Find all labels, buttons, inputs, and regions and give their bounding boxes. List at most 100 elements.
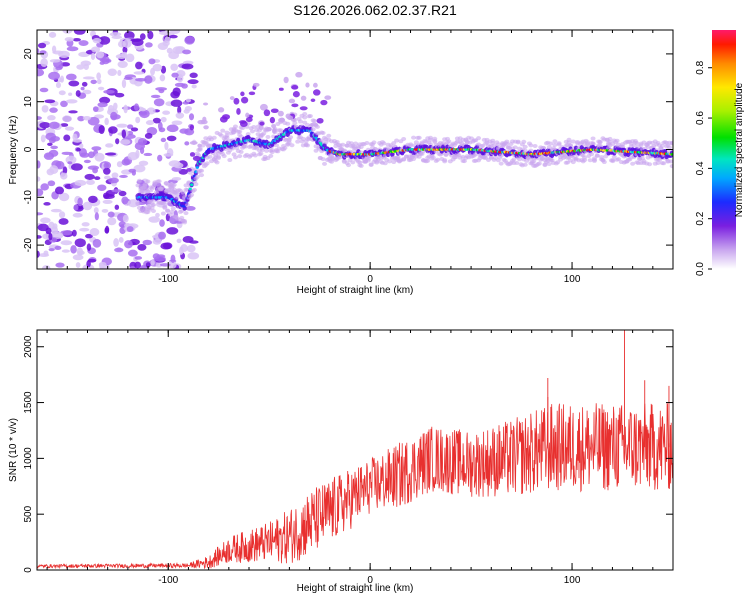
- heatmap-cell: [154, 255, 166, 262]
- heatmap-cell: [381, 141, 387, 146]
- heatmap-cell: [135, 116, 141, 124]
- heatmap-cell: [150, 184, 156, 189]
- heatmap-cell: [152, 63, 163, 72]
- heatmap-cell: [92, 106, 99, 112]
- heatmap-cell: [647, 162, 653, 167]
- heatmap-cell: [476, 136, 482, 141]
- heatmap-cell: [390, 151, 395, 158]
- heatmap-cell: [163, 153, 174, 157]
- heatmap-cell: [552, 142, 558, 147]
- heatmap-cell: [60, 172, 68, 180]
- heatmap-cell: [268, 153, 274, 158]
- heatmap-cell: [214, 160, 220, 165]
- heatmap-cell: [264, 148, 270, 153]
- heatmap-cell: [350, 160, 356, 165]
- heatmap-cell: [58, 64, 64, 69]
- heatmap-cell: [292, 91, 300, 98]
- heatmap-cell: [233, 97, 240, 105]
- heatmap-cell: [278, 117, 286, 123]
- heatmap-cell: [189, 152, 196, 157]
- heatmap-cell: [124, 240, 133, 249]
- heatmap-cell: [144, 132, 153, 139]
- colorbar-axis: 0.0 0.2 0.4 0.6 0.8: [695, 60, 712, 276]
- heatmap-cell: [157, 154, 163, 162]
- heatmap-cell: [189, 192, 195, 197]
- heatmap-cell: [546, 145, 552, 150]
- heatmap-cell: [42, 265, 51, 269]
- heatmap-cell: [548, 141, 554, 146]
- heatmap-cell: [135, 183, 141, 188]
- heatmap-cell: [170, 206, 176, 211]
- heatmap-cell: [48, 248, 55, 252]
- heatmap-cell: [70, 245, 77, 254]
- heatmap-cell: [162, 110, 171, 115]
- heatmap-cell: [182, 220, 188, 225]
- heatmap-cell: [176, 238, 182, 244]
- heatmap-cell: [273, 143, 279, 148]
- heatmap-cell: [68, 80, 80, 87]
- heatmap-cell: [305, 82, 310, 88]
- y-tick-label: 500: [23, 505, 34, 522]
- heatmap-cell: [115, 138, 120, 145]
- heatmap-cell: [87, 116, 100, 126]
- heatmap-cell: [119, 139, 131, 145]
- heatmap-cell: [245, 132, 251, 137]
- heatmap-cell: [188, 113, 195, 121]
- heatmap-cell: [47, 142, 53, 146]
- heatmap-cell: [114, 92, 125, 98]
- heatmap-cell: [72, 212, 83, 218]
- heatmap-cell: [183, 211, 189, 216]
- heatmap-cell: [128, 168, 137, 173]
- heatmap-cell: [203, 125, 209, 130]
- heatmap-cell: [166, 135, 177, 142]
- heatmap-cell: [435, 157, 441, 162]
- heatmap-cell: [102, 199, 113, 204]
- heatmap-cell: [528, 143, 534, 148]
- heatmap-cell: [239, 121, 248, 128]
- heatmap-cell: [326, 133, 332, 138]
- heatmap-cell: [270, 108, 279, 114]
- heatmap-cell: [232, 124, 238, 129]
- heatmap-cell: [310, 127, 316, 132]
- heatmap-cell: [322, 161, 328, 166]
- heatmap-cell: [182, 49, 192, 55]
- heatmap-cell: [58, 211, 66, 219]
- heatmap-cell: [241, 96, 249, 104]
- heatmap-cell: [45, 132, 56, 141]
- heatmap-cell: [158, 231, 166, 240]
- heatmap-cell: [37, 69, 45, 77]
- heatmap-cell: [670, 152, 673, 156]
- heatmap-cell: [116, 161, 123, 168]
- heatmap-cell: [269, 116, 276, 124]
- heatmap-cell: [48, 71, 60, 81]
- colorbar-tick-label: 0.4: [695, 161, 706, 175]
- heatmap-cell: [118, 237, 124, 243]
- heatmap-cell: [170, 99, 183, 107]
- heatmap-cell: [91, 146, 102, 151]
- heatmap-cell: [184, 203, 190, 208]
- heatmap-cell: [285, 121, 291, 126]
- heatmap-cell: [555, 160, 561, 165]
- heatmap-cell: [107, 211, 115, 218]
- heatmap-cell: [245, 112, 250, 118]
- heatmap-cell: [117, 69, 122, 77]
- heatmap-cell: [240, 126, 246, 131]
- heatmap-cell: [252, 153, 258, 158]
- heatmap-cell: [134, 261, 142, 269]
- heatmap-cell: [307, 114, 313, 119]
- heatmap-cell: [49, 59, 61, 63]
- heatmap-cell: [207, 154, 213, 159]
- heatmap-cell: [587, 158, 593, 163]
- y-tick-label: -10: [23, 190, 34, 205]
- heatmap-cell: [234, 146, 240, 151]
- heatmap-cell: [245, 116, 253, 123]
- heatmap-cell: [669, 141, 673, 146]
- heatmap-cell: [522, 162, 528, 167]
- heatmap-cell: [97, 86, 105, 91]
- heatmap-cell: [240, 91, 245, 97]
- heatmap-cell: [114, 247, 124, 253]
- heatmap-cell: [237, 129, 243, 134]
- heatmap-cell: [291, 85, 299, 90]
- heatmap-cell: [394, 138, 400, 143]
- heatmap-cell: [216, 156, 222, 161]
